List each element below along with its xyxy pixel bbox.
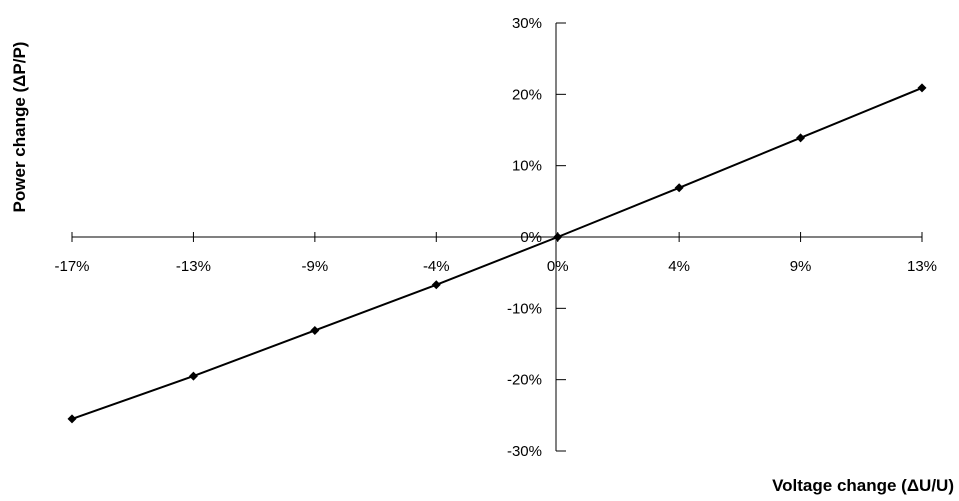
y-tick-label: 0% [520,229,542,246]
y-tick-label: -20% [507,372,542,389]
x-tick-label: -17% [54,258,89,275]
series-line [71,86,923,420]
x-tick-label: 0% [547,258,569,275]
y-axis-title: Power change (ΔP/P) [10,42,29,213]
data-point-marker [310,325,320,335]
x-tick-label: 13% [907,258,937,275]
x-tick-label: -9% [302,258,329,275]
x-tick-label: -13% [176,258,211,275]
data-point-marker [67,414,77,424]
y-tick-label: 20% [512,86,542,103]
data-point-marker [553,232,563,242]
data-point-marker [674,183,684,193]
data-point-marker [796,133,806,143]
y-tick-label: 30% [512,15,542,32]
data-point-marker [188,371,198,381]
x-axis-title: Voltage change (ΔU/U) [772,476,954,495]
x-tick-label: 9% [790,258,812,275]
y-tick-label: 10% [512,158,542,175]
x-tick-label: 4% [668,258,690,275]
series-markers [67,83,927,424]
y-tick-label: -10% [507,300,542,317]
x-tick-labels: -17% -13% -9% -4% 0% 4% 9% 13% [54,258,937,275]
x-tick-label: -4% [423,258,450,275]
y-tick-labels: 30% 20% 10% 0% -10% -20% -30% [507,15,542,460]
y-tick-label: -30% [507,443,542,460]
data-point-marker [431,280,441,290]
data-point-marker [917,83,927,93]
